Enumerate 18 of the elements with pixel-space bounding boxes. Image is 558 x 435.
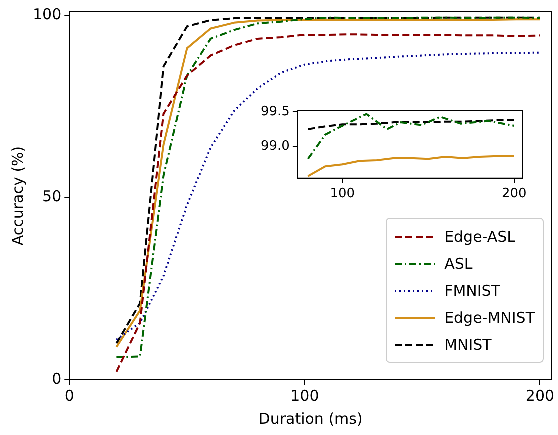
- line-series: [307, 113, 516, 160]
- x-axis-title: Duration (ms): [258, 410, 363, 428]
- x-tick-label: 0: [64, 386, 74, 405]
- y-axis-title: Accuracy (%): [8, 146, 27, 246]
- y-tick-label: 0: [52, 370, 62, 388]
- y-tick-label: 100: [32, 6, 62, 24]
- line-series: [307, 119, 516, 130]
- x-tick-label: 100: [290, 386, 320, 405]
- legend-label: Edge-MNIST: [444, 308, 535, 326]
- y-tick-label: 99.5: [260, 104, 290, 120]
- legend-label: ASL: [444, 254, 473, 272]
- legend-label: MNIST: [444, 336, 492, 354]
- y-tick-label: 99.0: [260, 139, 290, 154]
- legend-label: Edge-ASL: [444, 228, 516, 246]
- y-tick-label: 50: [42, 188, 62, 206]
- legend-label: FMNIST: [444, 282, 500, 300]
- x-tick-label: 200: [526, 386, 555, 405]
- x-tick-label: 200: [502, 186, 527, 202]
